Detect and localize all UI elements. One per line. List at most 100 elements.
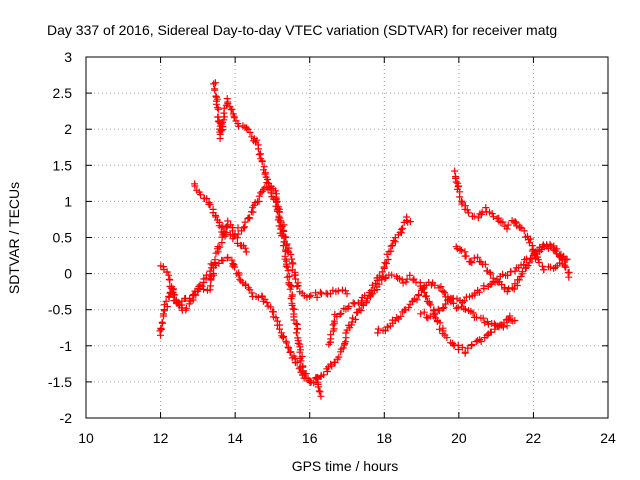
data-point (380, 264, 388, 272)
data-point (288, 255, 296, 263)
data-point (284, 247, 292, 255)
data-point (510, 285, 518, 293)
data-point (263, 179, 271, 187)
data-point (443, 296, 451, 304)
data-point (288, 291, 296, 299)
data-point (292, 275, 300, 283)
data-point (276, 325, 283, 333)
data-point (457, 246, 465, 254)
data-point (369, 281, 376, 289)
series-satellite-d (210, 79, 351, 301)
data-point (479, 314, 487, 322)
data-point (470, 254, 478, 262)
y-tick-label: 1 (64, 193, 72, 209)
data-point (264, 185, 272, 193)
data-point (452, 304, 460, 312)
data-point (528, 255, 536, 263)
data-point (511, 218, 519, 226)
data-point (507, 317, 515, 324)
data-point (357, 307, 365, 314)
data-point (170, 290, 178, 298)
data-point (443, 334, 451, 341)
series-satellite-e (325, 213, 414, 348)
data-point (529, 245, 537, 253)
data-point (489, 213, 497, 221)
data-point (562, 263, 570, 271)
data-point (203, 195, 211, 203)
series-satellite-c (191, 180, 250, 256)
data-point (397, 312, 405, 320)
data-point (391, 317, 399, 325)
data-point (293, 325, 301, 332)
data-point (312, 374, 320, 382)
y-tick-label: -0.5 (48, 302, 72, 318)
data-point (306, 293, 313, 301)
data-point (565, 273, 573, 281)
data-point (229, 227, 237, 235)
data-point (468, 341, 476, 349)
data-point (525, 259, 533, 267)
data-point (482, 204, 490, 212)
data-point (515, 276, 523, 284)
data-point (230, 114, 238, 122)
data-point (363, 297, 371, 305)
series-satellite-f (310, 271, 519, 387)
data-point (475, 288, 483, 296)
data-point (439, 304, 447, 312)
data-point (334, 287, 342, 295)
data-point (374, 325, 382, 333)
data-point (217, 127, 225, 135)
data-point (455, 346, 462, 353)
data-point (165, 292, 173, 300)
data-point (420, 308, 428, 316)
data-point (292, 320, 300, 327)
data-point (403, 213, 411, 221)
data-point (266, 184, 274, 192)
data-point (462, 252, 470, 260)
data-point (342, 329, 350, 337)
data-point (243, 124, 251, 132)
data-point (310, 379, 318, 387)
data-point (280, 333, 287, 340)
data-point (216, 243, 224, 251)
data-point (538, 262, 546, 270)
data-point (345, 302, 353, 310)
data-point (388, 242, 396, 249)
data-point (341, 339, 349, 347)
data-point (503, 225, 511, 233)
data-point (397, 225, 405, 233)
data-point (224, 98, 232, 106)
data-point (354, 308, 362, 316)
data-point (469, 309, 477, 317)
data-point (507, 268, 515, 276)
data-point (197, 191, 204, 199)
data-point (339, 344, 347, 352)
data-point (286, 285, 294, 293)
data-point (212, 213, 220, 221)
x-tick-label: 12 (153, 430, 169, 446)
data-point (470, 212, 478, 220)
y-tick-label: 0.5 (53, 230, 73, 246)
data-point (434, 305, 442, 313)
data-point (471, 291, 479, 299)
data-point (173, 299, 181, 307)
data-point (172, 296, 180, 304)
data-point (436, 325, 443, 333)
data-point (483, 331, 491, 339)
data-point (358, 300, 366, 308)
data-point (342, 287, 349, 295)
data-point (330, 317, 338, 325)
data-point (272, 314, 280, 322)
x-tick-label: 10 (78, 430, 94, 446)
data-point (336, 310, 344, 318)
data-point (453, 295, 461, 303)
data-point (540, 266, 548, 274)
data-point (519, 268, 526, 276)
data-point (381, 259, 389, 267)
data-point (293, 282, 301, 290)
data-point (560, 252, 568, 260)
data-point (248, 289, 256, 297)
y-tick-label: -1.5 (48, 374, 72, 390)
data-point (226, 231, 234, 239)
